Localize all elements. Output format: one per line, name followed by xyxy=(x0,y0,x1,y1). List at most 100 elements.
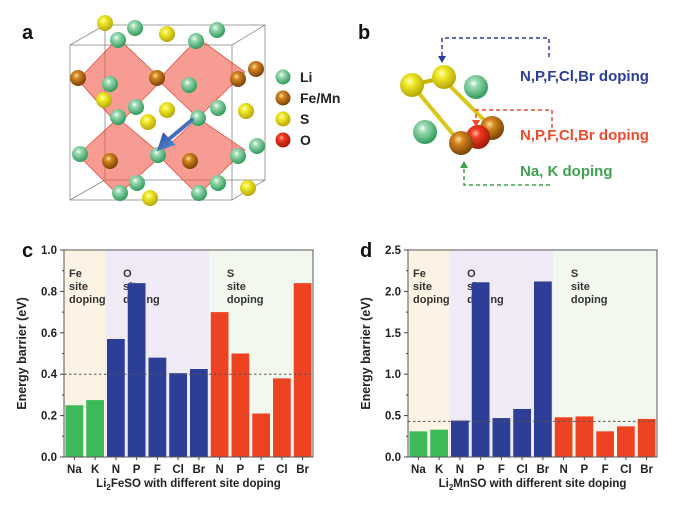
x-tick-label: P xyxy=(581,464,589,476)
x-tick-label: Cl xyxy=(516,464,528,476)
arrow-head-green-icon xyxy=(460,161,468,168)
panel-b-doping-sites: b N,P,F,Cl,Br do xyxy=(350,0,700,230)
bar-n-2 xyxy=(107,339,125,457)
x-axis-label: Li2MnSO with different site doping xyxy=(439,478,627,492)
x-tick-label: N xyxy=(215,464,223,476)
group-label: doping xyxy=(69,294,106,306)
group-label: doping xyxy=(413,294,450,306)
legend-o-icon xyxy=(275,132,291,148)
chart-c-li2feso: c FesitedopingOsitedopingSsitedoping0.00… xyxy=(0,230,350,504)
y-tick-label: 0.5 xyxy=(385,411,402,423)
group-label: S xyxy=(571,268,578,280)
legend-a: Li Fe/Mn S O xyxy=(275,69,340,148)
fe-atom xyxy=(449,131,473,155)
panel-a-crystal-structure: a xyxy=(0,0,350,230)
bar-f-4 xyxy=(492,418,511,457)
group-label: O xyxy=(123,268,132,280)
bar-br-6 xyxy=(534,281,552,457)
bar-f-4 xyxy=(148,357,167,457)
arrow-fe-site xyxy=(463,168,550,186)
chart-c-svg: FesitedopingOsitedopingSsitedoping0.00.2… xyxy=(15,245,314,492)
bar-k-1 xyxy=(430,429,448,457)
legend-label-o: O xyxy=(300,132,311,148)
x-tick-label: P xyxy=(477,464,485,476)
annotation-s-site-doping: N,P,F,Cl,Br doping xyxy=(520,68,649,85)
bar-p-3 xyxy=(127,283,146,457)
fe-mn-atoms xyxy=(70,61,264,169)
x-tick-label: N xyxy=(112,464,120,476)
x-tick-label: Cl xyxy=(620,464,632,476)
y-axis-label: Energy barrier (eV) xyxy=(359,297,373,410)
legend-li-icon xyxy=(275,69,291,85)
group-label: Fe xyxy=(69,268,82,280)
panel-label-d: d xyxy=(360,240,373,262)
group-band-0 xyxy=(408,250,450,457)
group-label: site xyxy=(69,281,88,293)
bar-f-9 xyxy=(596,431,614,457)
chart-d-li2mnso: d FesitedopingOsitedopingSsitedoping0.00… xyxy=(350,230,700,504)
y-tick-label: 0.0 xyxy=(41,452,57,464)
bar-f-9 xyxy=(252,413,270,457)
bar-cl-10 xyxy=(273,378,291,457)
x-tick-label: P xyxy=(133,464,141,476)
y-tick-label: 0.4 xyxy=(41,369,58,381)
x-tick-label: Cl xyxy=(172,464,184,476)
y-tick-label: 2.5 xyxy=(385,245,402,257)
x-axis-label: Li2FeSO with different site doping xyxy=(96,478,281,492)
x-tick-label: Br xyxy=(192,464,205,476)
x-tick-label: Br xyxy=(536,464,549,476)
bar-n-7 xyxy=(554,417,573,457)
group-label: doping xyxy=(571,294,608,306)
y-tick-label: 0.8 xyxy=(41,286,58,298)
x-tick-label: N xyxy=(456,464,464,476)
group-label: doping xyxy=(227,294,264,306)
x-tick-label: N xyxy=(559,464,567,476)
y-tick-label: 0.2 xyxy=(41,411,57,423)
y-tick-label: 0.6 xyxy=(41,328,57,340)
legend-label-li: Li xyxy=(300,69,312,85)
bar-p-8 xyxy=(231,353,250,457)
x-tick-label: Br xyxy=(640,464,653,476)
annotation-fe-site-doping: Na, K doping xyxy=(520,163,613,180)
bar-na-0 xyxy=(409,431,428,457)
x-tick-label: F xyxy=(258,464,265,476)
x-tick-label: F xyxy=(602,464,609,476)
bar-br-11 xyxy=(637,418,656,457)
panel-label-c: c xyxy=(22,240,34,262)
y-tick-label: 1.0 xyxy=(385,369,401,381)
bar-cl-10 xyxy=(617,426,635,457)
li-atom xyxy=(413,120,437,144)
doping-sites-illustration: N,P,F,Cl,Br doping N,P,F,Cl,Br doping Na… xyxy=(400,37,649,186)
group-label: S xyxy=(227,268,234,280)
group-label: site xyxy=(413,281,432,293)
bar-p-8 xyxy=(575,416,594,457)
group-label: site xyxy=(571,281,590,293)
s-atom xyxy=(400,73,424,97)
legend-fe-mn-icon xyxy=(275,90,291,106)
bar-br-6 xyxy=(190,369,208,457)
y-tick-label: 2.0 xyxy=(385,286,401,298)
bar-cl-5 xyxy=(513,408,531,457)
legend-label-s: S xyxy=(300,111,309,127)
arrow-o-site xyxy=(475,109,553,128)
li-atom xyxy=(464,75,488,99)
y-tick-label: 0.0 xyxy=(385,452,401,464)
legend-label-fe-mn: Fe/Mn xyxy=(300,90,340,106)
x-tick-label: K xyxy=(91,464,100,476)
bar-p-3 xyxy=(471,282,490,457)
x-tick-label: K xyxy=(435,464,444,476)
bar-cl-5 xyxy=(169,373,187,457)
x-tick-label: Cl xyxy=(276,464,288,476)
octahedra xyxy=(77,37,246,196)
panel-label-b: b xyxy=(358,22,371,44)
x-tick-label: Na xyxy=(411,464,426,476)
y-tick-label: 1.5 xyxy=(385,328,402,340)
diffusion-arrow-icon xyxy=(156,118,194,152)
bar-n-2 xyxy=(451,420,469,457)
group-label: O xyxy=(467,268,476,280)
chart-d-svg: FesitedopingOsitedopingSsitedoping0.00.5… xyxy=(359,245,658,492)
crystal-structure-illustration: Li Fe/Mn S O xyxy=(69,15,340,206)
y-tick-label: 1.0 xyxy=(41,245,57,257)
bar-n-7 xyxy=(210,312,229,457)
bar-k-1 xyxy=(86,400,104,457)
